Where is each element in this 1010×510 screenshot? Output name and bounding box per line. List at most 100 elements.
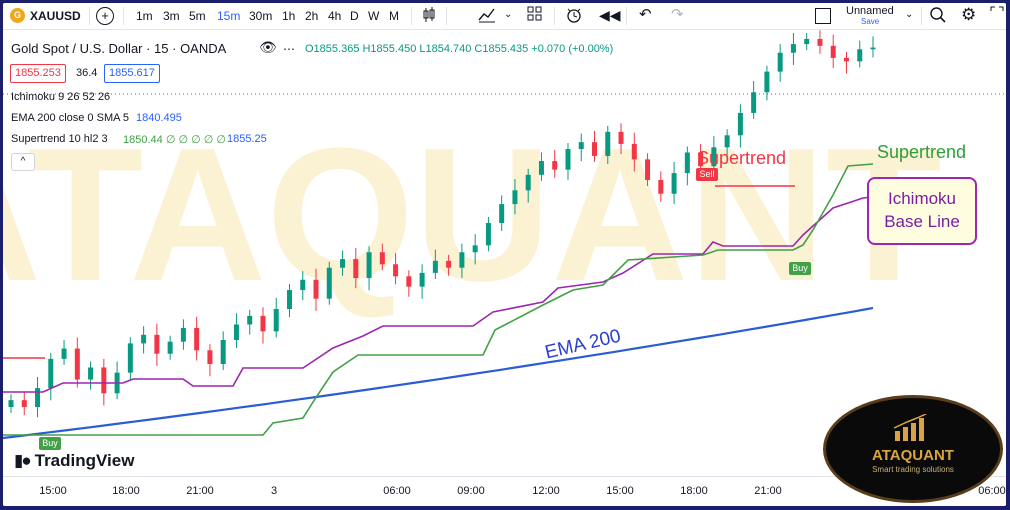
sell-price-box[interactable]: 1855.253 <box>10 64 66 83</box>
candle-body[interactable] <box>830 45 836 58</box>
indicators-dropdown-icon[interactable]: ⌄ <box>504 9 513 20</box>
candle-body[interactable] <box>366 252 372 279</box>
candle-body[interactable] <box>88 367 94 380</box>
templates-grid-icon[interactable] <box>527 6 543 27</box>
candle-body[interactable] <box>698 152 704 167</box>
candle-body[interactable] <box>870 47 876 50</box>
candle-body[interactable] <box>459 252 465 268</box>
settings-gear-icon[interactable]: ⚙ <box>961 5 977 24</box>
candle-body[interactable] <box>618 131 624 144</box>
visibility-eye-icon[interactable]: 👁 <box>259 39 277 55</box>
candle-body[interactable] <box>194 327 200 351</box>
candle-body[interactable] <box>313 279 319 299</box>
candle-body[interactable] <box>353 259 359 279</box>
candle-body[interactable] <box>141 334 147 344</box>
candle-body[interactable] <box>485 223 491 246</box>
candle-body[interactable] <box>538 161 544 175</box>
candle-body[interactable] <box>817 38 823 46</box>
collapse-legend-button[interactable]: ^ <box>11 153 35 171</box>
candle-body[interactable] <box>671 173 677 194</box>
more-options-icon[interactable]: ⋯ <box>283 42 295 56</box>
candle-body[interactable] <box>578 142 584 150</box>
candle-body[interactable] <box>605 131 611 156</box>
candle-body[interactable] <box>207 350 213 365</box>
candle-body[interactable] <box>154 334 160 354</box>
candle-body[interactable] <box>552 161 558 170</box>
layout-dropdown-icon[interactable]: ⌄ <box>905 9 914 20</box>
interval-d[interactable]: D <box>350 9 359 23</box>
candle-body[interactable] <box>777 52 783 72</box>
replay-icon[interactable]: ◀◀ <box>599 7 621 23</box>
candle-style-icon[interactable] <box>421 6 437 29</box>
candle-body[interactable] <box>35 388 41 408</box>
candle-body[interactable] <box>101 367 107 394</box>
interval-30m[interactable]: 30m <box>249 9 273 23</box>
fullscreen-icon[interactable] <box>990 6 1004 27</box>
ema-legend[interactable]: EMA 200 close 0 SMA 5 <box>11 112 130 124</box>
interval-15m[interactable]: 15m <box>217 9 241 23</box>
interval-m[interactable]: M <box>389 9 399 23</box>
candle-body[interactable] <box>340 259 346 268</box>
candle-body[interactable] <box>379 252 385 265</box>
candle-body[interactable] <box>764 71 770 93</box>
candle-body[interactable] <box>565 149 571 170</box>
symbol-search[interactable]: XAUUSD <box>30 9 81 23</box>
candle-body[interactable] <box>220 339 226 365</box>
candle-body[interactable] <box>300 279 306 291</box>
buy-price-box[interactable]: 1855.617 <box>104 64 160 83</box>
interval-5m[interactable]: 5m <box>189 9 206 23</box>
interval-4h[interactable]: 4h <box>328 9 342 23</box>
candle-body[interactable] <box>233 324 239 340</box>
candle-body[interactable] <box>247 315 253 325</box>
interval-1h[interactable]: 1h <box>282 9 296 23</box>
layout-name[interactable]: Unnamed <box>846 5 894 17</box>
candle-body[interactable] <box>74 348 80 380</box>
interval-2h[interactable]: 2h <box>305 9 319 23</box>
candle-body[interactable] <box>48 358 54 389</box>
ichimoku-legend[interactable]: Ichimoku 9 26 52 26 <box>11 91 111 103</box>
candle-body[interactable] <box>167 341 173 354</box>
layout-checkbox-icon[interactable] <box>815 8 831 24</box>
time-axis[interactable]: 15:00 18:00 21:00 3 06:00 09:00 12:00 15:00 18:0… <box>3 476 1006 506</box>
indicators-icon[interactable] <box>478 6 496 29</box>
candle-body[interactable] <box>790 44 796 53</box>
candle-body[interactable] <box>406 276 412 287</box>
interval-w[interactable]: W <box>368 9 380 23</box>
candle-body[interactable] <box>180 327 186 342</box>
supertrend-legend[interactable]: Supertrend 10 hl2 3 <box>11 133 108 145</box>
candle-body[interactable] <box>631 143 637 160</box>
candle-body[interactable] <box>512 190 518 205</box>
layout-save-status[interactable]: Save <box>861 17 880 26</box>
candle-body[interactable] <box>592 142 598 156</box>
candle-body[interactable] <box>843 57 849 62</box>
candle-body[interactable] <box>260 315 266 332</box>
candle-body[interactable] <box>446 260 452 268</box>
alert-clock-icon[interactable] <box>565 6 583 29</box>
candle-body[interactable] <box>499 204 505 223</box>
candle-body[interactable] <box>658 180 664 194</box>
candle-body[interactable] <box>684 152 690 174</box>
candle-body[interactable] <box>751 92 757 113</box>
candle-body[interactable] <box>419 272 425 287</box>
candle-body[interactable] <box>525 174 531 191</box>
candle-body[interactable] <box>326 267 332 299</box>
candle-body[interactable] <box>393 264 399 277</box>
candle-body[interactable] <box>273 309 279 332</box>
candle-body[interactable] <box>724 135 730 148</box>
candle-body[interactable] <box>472 245 478 253</box>
candle-body[interactable] <box>127 343 133 373</box>
candle-body[interactable] <box>21 400 27 408</box>
undo-icon[interactable]: ↶ <box>639 6 652 23</box>
candle-body[interactable] <box>804 38 810 45</box>
candle-body[interactable] <box>286 290 292 309</box>
candle-body[interactable] <box>8 400 14 408</box>
candle-body[interactable] <box>432 260 438 273</box>
interval-1m[interactable]: 1m <box>136 9 153 23</box>
candle-body[interactable] <box>61 348 67 359</box>
candle-body[interactable] <box>857 49 863 62</box>
interval-3m[interactable]: 3m <box>163 9 180 23</box>
redo-icon[interactable]: ↷ <box>671 6 684 23</box>
add-symbol-button[interactable]: + <box>96 7 114 25</box>
candle-body[interactable] <box>645 159 651 180</box>
price-chart[interactable]: ATAQUANT <box>3 30 1006 476</box>
